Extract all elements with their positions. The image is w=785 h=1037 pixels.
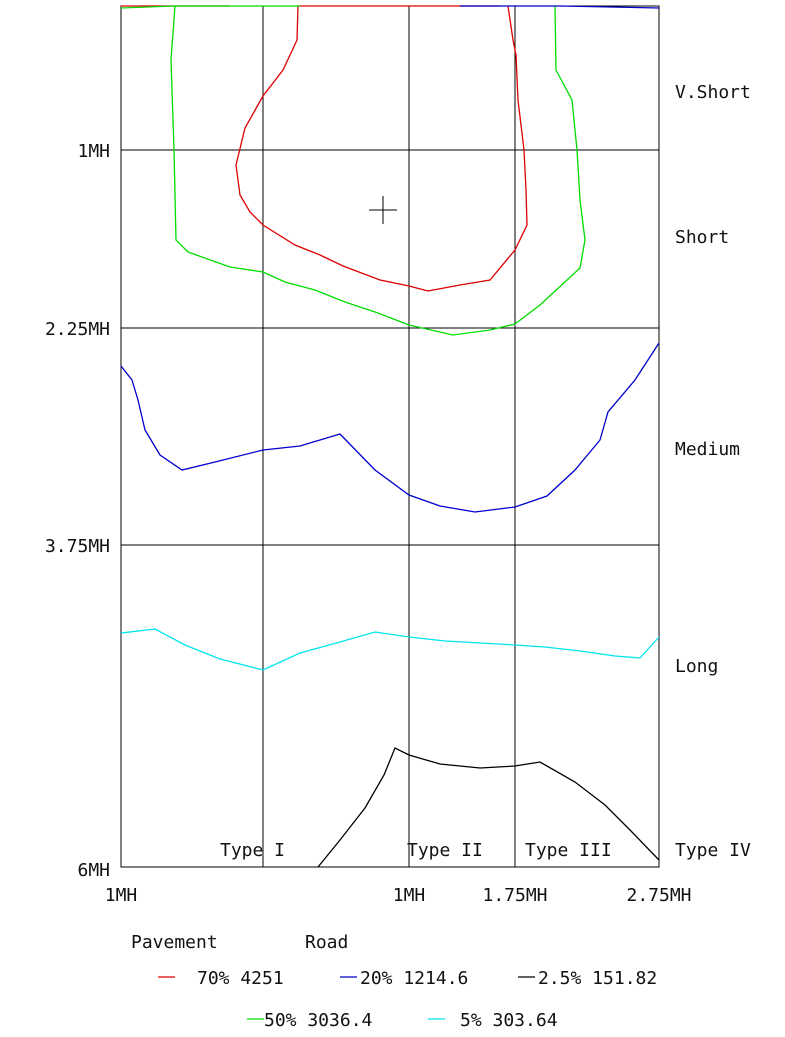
- column-label-type-iv: Type IV: [675, 840, 751, 861]
- row-label-short: Short: [675, 227, 729, 248]
- legend-label-50: 50% 3036.4: [264, 1010, 372, 1031]
- row-label-long: Long: [675, 656, 718, 677]
- contour-black: [317, 747, 660, 868]
- crosshair-marker: [369, 196, 397, 224]
- column-label-type-ii: Type II: [407, 840, 483, 861]
- y-tick-label-3: 6MH: [77, 860, 110, 881]
- x-tick-label-3: 2.75MH: [626, 885, 691, 906]
- contour-green: [170, 5, 586, 336]
- x-tick-label-2: 1.75MH: [482, 885, 547, 906]
- legend-label-2-5: 2.5% 151.82: [538, 968, 657, 989]
- column-label-type-i: Type I: [220, 840, 285, 861]
- y-tick-label-1: 2.25MH: [45, 319, 110, 340]
- row-label-medium: Medium: [675, 439, 740, 460]
- contour-blue: [120, 342, 660, 513]
- column-label-type-iii: Type III: [525, 840, 612, 861]
- legend-title-pavement: Pavement: [131, 932, 218, 953]
- plot-frame: [120, 5, 660, 868]
- contour-blue-top: [460, 5, 660, 9]
- grid: [121, 6, 659, 867]
- contour-red: [235, 5, 528, 292]
- x-tick-label-0: 1MH: [105, 885, 138, 906]
- y-tick-label-0: 1MH: [77, 141, 110, 162]
- row-label-vshort: V.Short: [675, 82, 751, 103]
- legend-label-5: 5% 303.64: [460, 1010, 558, 1031]
- legend-label-20: 20% 1214.6: [360, 968, 468, 989]
- contour-green-top: [120, 5, 300, 9]
- legend-label-70: 70% 4251: [197, 968, 284, 989]
- contour-cyan: [120, 628, 660, 671]
- legend-title-road: Road: [305, 932, 348, 953]
- x-tick-label-1: 1MH: [393, 885, 426, 906]
- legend: Pavement Road 70% 4251 20% 1214.6 2.5% 1…: [131, 932, 657, 1031]
- y-tick-label-2: 3.75MH: [45, 536, 110, 557]
